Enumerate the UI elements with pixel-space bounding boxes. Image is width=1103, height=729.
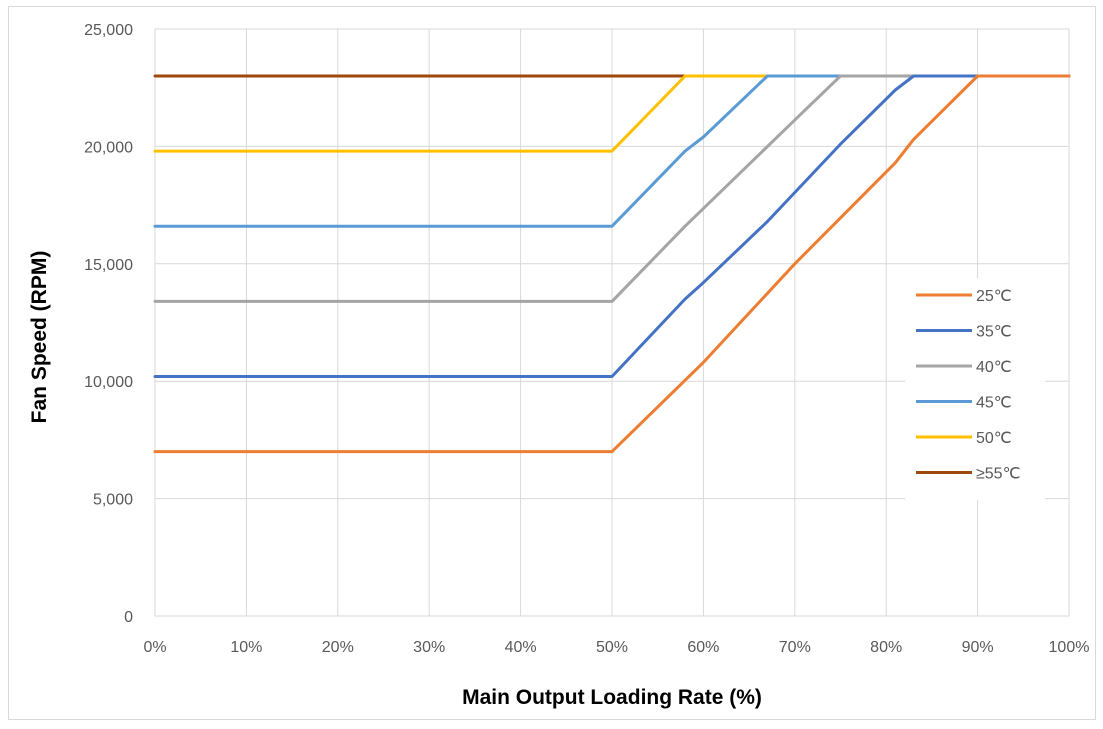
legend-label: 50℃	[976, 430, 1012, 447]
x-tick-label: 80%	[870, 639, 902, 656]
y-axis-title: Fan Speed (RPM)	[28, 251, 51, 424]
series-line-3	[153, 74, 1071, 303]
series-line-1	[153, 74, 1071, 454]
legend-label: 45℃	[976, 395, 1012, 412]
series-line-4	[153, 74, 1071, 228]
y-tick-label: 5,000	[93, 492, 133, 509]
x-tick-label: 0%	[143, 639, 166, 656]
x-tick-label: 10%	[230, 639, 262, 656]
x-tick-label: 60%	[687, 639, 719, 656]
legend-label: 35℃	[976, 324, 1012, 341]
y-tick-label: 20,000	[84, 139, 133, 156]
x-axis-title: Main Output Loading Rate (%)	[462, 686, 762, 709]
y-tick-label: 25,000	[84, 22, 133, 39]
legend-label: 40℃	[976, 359, 1012, 376]
grid	[154, 28, 1070, 617]
legend-label: ≥55℃	[976, 466, 1021, 483]
y-tick-label: 15,000	[84, 257, 133, 274]
x-tick-label: 90%	[962, 639, 994, 656]
x-tick-label: 70%	[779, 639, 811, 656]
series-line-2	[153, 74, 1071, 378]
x-tick-label: 100%	[1049, 639, 1090, 656]
x-tick-label: 40%	[505, 639, 537, 656]
legend-label: 25℃	[976, 288, 1012, 305]
y-tick-label: 0	[124, 609, 133, 626]
y-tick-label: 10,000	[84, 374, 133, 391]
series-layer	[153, 74, 1071, 454]
legend: 25℃ 35℃ 40℃ 45℃ 50℃ ≥55℃	[905, 278, 1045, 500]
x-tick-label: 30%	[413, 639, 445, 656]
y-axis-ticks: 0 5,000 10,000 15,000 20,000 25,000	[84, 22, 133, 626]
x-axis-ticks: 0% 10% 20% 30% 40% 50% 60% 70% 80% 90% 100%	[143, 639, 1089, 656]
legend-background	[905, 278, 1045, 500]
x-tick-label: 50%	[596, 639, 628, 656]
x-tick-label: 20%	[322, 639, 354, 656]
